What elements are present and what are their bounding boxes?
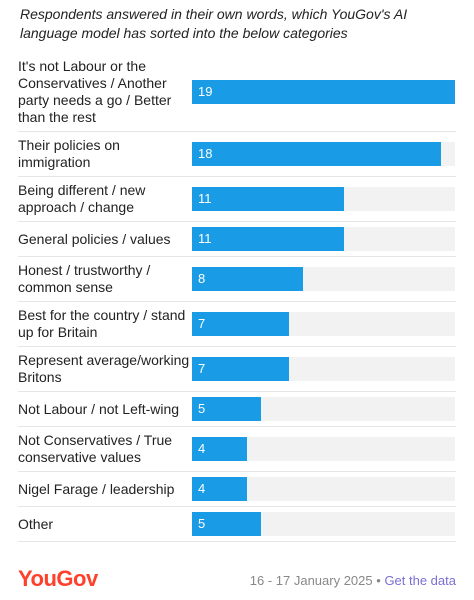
bar-track: 8 xyxy=(192,267,455,291)
bar-track: 11 xyxy=(192,227,455,251)
value-label: 18 xyxy=(198,146,213,161)
row: General policies / values 11 xyxy=(18,222,456,257)
value-label: 5 xyxy=(198,401,206,416)
meta: 16 - 17 January 2025 • Get the data xyxy=(250,573,456,588)
value-label: 19 xyxy=(198,84,213,99)
bar-track: 7 xyxy=(192,312,455,336)
bar-track: 5 xyxy=(192,512,455,536)
bar xyxy=(192,312,289,336)
value-label: 11 xyxy=(198,191,212,206)
value-label: 5 xyxy=(198,516,206,531)
bar xyxy=(192,477,248,501)
date: 16 - 17 January 2025 xyxy=(249,573,373,588)
bar-track: 4 xyxy=(192,477,455,501)
bar xyxy=(192,357,289,381)
bar xyxy=(192,187,345,211)
category-label: Nigel Farage / leadership xyxy=(18,480,175,497)
value-label: 11 xyxy=(198,231,212,246)
category-label: It's not Labour or the Conservatives / A… xyxy=(18,58,172,125)
bar-track: 19 xyxy=(192,80,455,104)
row: Other 5 xyxy=(18,507,456,542)
value-label: 4 xyxy=(198,441,206,456)
row: Honest / trustworthy / common sense 8 xyxy=(18,257,456,302)
row: Represent average/working Britons 7 xyxy=(18,347,456,392)
subtitle: Respondents answered in their own words,… xyxy=(20,6,408,41)
category-label: Not Conservatives / True conservative va… xyxy=(18,432,173,465)
value-label: 7 xyxy=(198,361,206,376)
value-label: 4 xyxy=(198,481,206,496)
separator: • xyxy=(376,573,381,588)
bar-track: 5 xyxy=(192,397,455,421)
bar xyxy=(192,512,262,536)
row: It's not Labour or the Conservatives / A… xyxy=(18,53,456,132)
category-label: General policies / values xyxy=(18,230,171,247)
footer: YouGov 16 - 17 January 2025 • Get the da… xyxy=(0,566,474,596)
row: Not Labour / not Left-wing 5 xyxy=(18,392,456,427)
row: Best for the country / stand up for Brit… xyxy=(18,302,456,347)
bar xyxy=(192,397,262,421)
row: Their policies on immigration 18 xyxy=(18,132,456,177)
bar xyxy=(192,437,248,461)
row: Not Conservatives / True conservative va… xyxy=(18,427,456,472)
bar-track: 7 xyxy=(192,357,455,381)
bar-track: 4 xyxy=(192,437,455,461)
category-label: Represent average/working Britons xyxy=(18,352,190,385)
category-label: Best for the country / stand up for Brit… xyxy=(18,307,186,340)
category-label: Honest / trustworthy / common sense xyxy=(18,262,151,295)
category-label: Not Labour / not Left-wing xyxy=(18,400,180,417)
bar xyxy=(192,227,345,251)
logo[interactable]: YouGov xyxy=(18,566,98,591)
row: Nigel Farage / leadership 4 xyxy=(18,472,456,507)
data-link[interactable]: Get the data xyxy=(384,573,456,588)
bar-track: 18 xyxy=(192,142,455,166)
bar-track: 11 xyxy=(192,187,455,211)
bar xyxy=(192,267,303,291)
category-label: Their policies on immigration xyxy=(18,137,120,170)
category-label: Other xyxy=(18,515,54,532)
value-label: 7 xyxy=(198,316,206,331)
bar xyxy=(192,80,455,104)
chart: It's not Labour or the Conservatives / A… xyxy=(0,53,474,542)
row: Being different / new approach / change 1… xyxy=(18,177,456,222)
value-label: 8 xyxy=(198,271,206,286)
bar xyxy=(192,142,442,166)
category-label: Being different / new approach / change xyxy=(18,182,146,215)
